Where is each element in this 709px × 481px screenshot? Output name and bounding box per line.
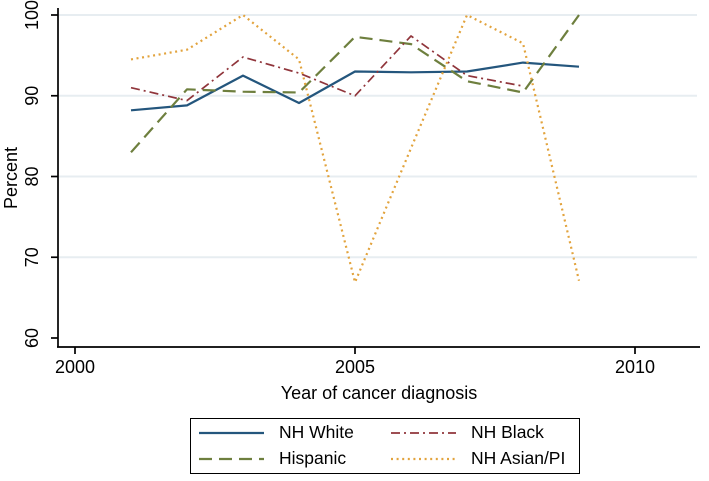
x-axis-title: Year of cancer diagnosis: [281, 383, 477, 403]
legend-label: Hispanic: [279, 448, 347, 469]
legend-item-nh-black: NH Black: [391, 420, 579, 446]
series-lines: [130, 13, 581, 284]
legend-label: NH White: [279, 422, 354, 443]
series-line-nh-asian-pi: [130, 13, 581, 284]
line-chart: 60 70 80 90 100 2000 2005 2010 Percent Year of …: [1, 0, 700, 403]
axes: [51, 8, 700, 354]
legend-label: NH Asian/PI: [471, 448, 566, 469]
x-tick-label-2010: 2010: [615, 357, 655, 377]
y-tick-label-70: 70: [22, 247, 42, 267]
legend: NH White Hispanic NH Black NH Asian/PI: [190, 418, 580, 474]
legend-label: NH Black: [471, 422, 544, 443]
nh-white-line-sample: [199, 431, 264, 435]
legend-item-hispanic: Hispanic: [199, 446, 391, 472]
series-line-hispanic: [130, 14, 580, 154]
y-tick-label-100: 100: [22, 0, 42, 30]
y-tick-label-90: 90: [22, 86, 42, 106]
y-tick-label-60: 60: [22, 328, 42, 348]
y-axis-title: Percent: [1, 147, 21, 209]
y-tick-label-80: 80: [22, 166, 42, 186]
nh-asian-pi-line-sample: [391, 457, 456, 461]
legend-item-nh-asian-pi: NH Asian/PI: [391, 446, 579, 472]
x-tick-label-2000: 2000: [55, 357, 95, 377]
nh-black-line-sample: [391, 432, 456, 434]
x-tick-label-2005: 2005: [335, 357, 375, 377]
gridlines: [59, 14, 697, 259]
legend-item-nh-white: NH White: [199, 420, 391, 446]
hispanic-line-sample: [199, 457, 264, 461]
series-line-nh-black: [130, 35, 524, 102]
series-line-nh-white: [130, 61, 580, 112]
tick-labels: 60 70 80 90 100 2000 2005 2010: [22, 0, 655, 377]
